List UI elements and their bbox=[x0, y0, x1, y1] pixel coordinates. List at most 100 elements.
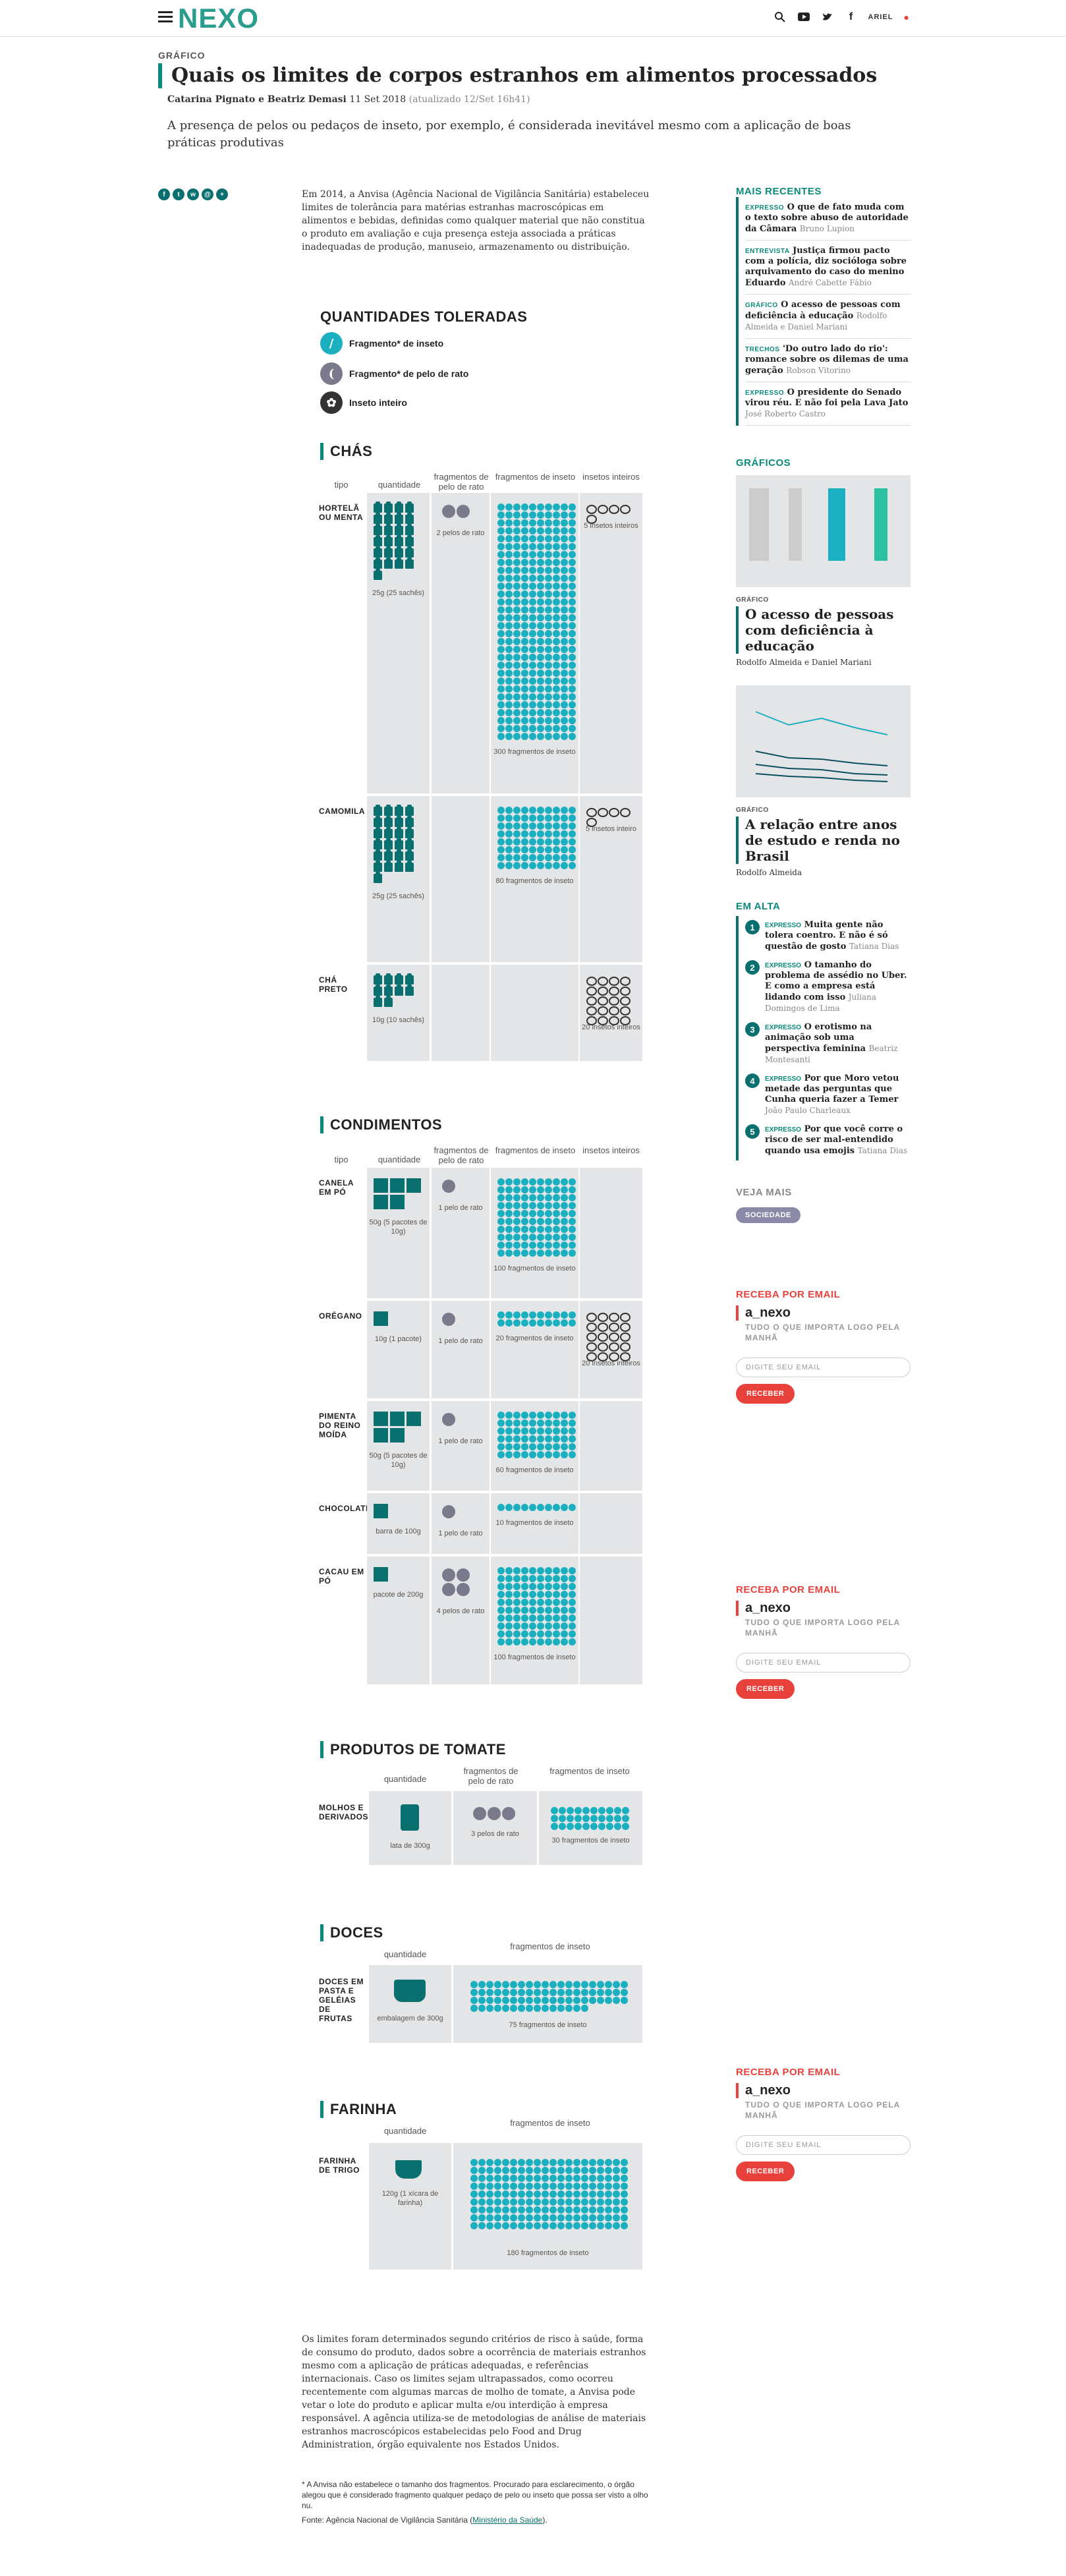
insect-fragment-icon bbox=[545, 733, 552, 740]
share-facebook-icon[interactable]: f bbox=[158, 188, 170, 200]
insect-fragment-icon bbox=[545, 1319, 552, 1327]
insect-fragment-icon bbox=[529, 1443, 536, 1450]
facebook-icon[interactable]: f bbox=[849, 11, 853, 22]
rank-text[interactable]: EXPRESSO O erotismo na animação sob uma … bbox=[765, 1022, 911, 1066]
alta-item[interactable]: 5 EXPRESSO Por que você corre o risco de … bbox=[745, 1120, 911, 1160]
insect-fragment-icon bbox=[505, 846, 513, 853]
insect-fragment-icon bbox=[561, 1186, 568, 1193]
graphic-title[interactable]: O acesso de pessoas com deficiência à ed… bbox=[736, 606, 911, 654]
item-text[interactable]: O acesso de pessoas com deficiência à ed… bbox=[745, 300, 901, 321]
recent-item[interactable]: EXPRESSO O presidente do Senado virou ré… bbox=[745, 382, 911, 426]
youtube-icon[interactable] bbox=[797, 11, 810, 24]
alta-item[interactable]: 2 EXPRESSO O tamanho do problema de asséd… bbox=[745, 956, 911, 1018]
alta-item[interactable]: 3 EXPRESSO O erotismo na animação sob uma… bbox=[745, 1018, 911, 1070]
col-fragmentos: fragmentos de inseto bbox=[510, 1941, 590, 1951]
insect-fragment-icon bbox=[510, 2175, 517, 2182]
recent-item[interactable]: EXPRESSO O que de fato muda com o texto … bbox=[745, 197, 911, 241]
insect-fragment-icon bbox=[561, 1226, 568, 1233]
share-twitter-icon[interactable]: t bbox=[173, 188, 184, 200]
insect-fragment-icon bbox=[545, 838, 552, 845]
source-link[interactable]: Ministério da Saúde bbox=[472, 2515, 543, 2525]
insect-fragment-icon bbox=[505, 1615, 513, 1622]
legend-title: QUANTIDADES TOLERADAS bbox=[320, 308, 528, 325]
graphic-thumbnail[interactable] bbox=[736, 685, 911, 797]
insect-fragment-icon bbox=[521, 1443, 528, 1450]
search-icon[interactable] bbox=[773, 11, 787, 24]
insect-fragment-icon bbox=[505, 862, 513, 869]
email-input[interactable]: DIGITE SEU EMAIL bbox=[736, 1358, 911, 1377]
item-text[interactable]: Muita gente não tolera coentro. E não é … bbox=[765, 920, 888, 952]
insect-fragment-icon bbox=[581, 1989, 588, 1996]
insect-fragment-icon bbox=[470, 2005, 478, 2012]
nexo-logo[interactable]: NEXO bbox=[178, 3, 260, 34]
insect-fragment-icon bbox=[505, 1194, 513, 1201]
subscribe-button[interactable]: RECEBER bbox=[736, 1679, 795, 1699]
insect-fragment-icon bbox=[545, 590, 552, 598]
cell-fragmentos: 60 fragmentos de inseto bbox=[491, 1401, 578, 1491]
insect-fragment-icon bbox=[561, 551, 568, 558]
share-more-icon[interactable]: + bbox=[216, 188, 228, 200]
share-whatsapp-icon[interactable]: w bbox=[187, 188, 199, 200]
item-text[interactable]: O que de fato muda com o texto sobre abu… bbox=[745, 202, 909, 234]
graphic-author: Rodolfo Almeida bbox=[736, 868, 802, 877]
whole-insect-icon bbox=[586, 1313, 597, 1322]
recent-item[interactable]: ENTREVISTA Justiça firmou pacto com a po… bbox=[745, 241, 911, 295]
insect-fragment-icon bbox=[606, 1823, 613, 1830]
item-text[interactable]: Por que você corre o risco de ser mal-en… bbox=[765, 1124, 903, 1156]
recent-item[interactable]: TRECHOS 'Do outro lado do rio': romance … bbox=[745, 339, 911, 382]
alta-item[interactable]: 1 EXPRESSO Muita gente não tolera coentro… bbox=[745, 916, 911, 956]
insect-fragment-icon bbox=[513, 1412, 520, 1419]
insect-fragment-icon bbox=[553, 1319, 560, 1327]
rank-text[interactable]: EXPRESSO Por que você corre o risco de s… bbox=[765, 1124, 911, 1157]
insect-fragment-icon bbox=[553, 1607, 560, 1614]
insect-fragment-icon bbox=[590, 1807, 598, 1814]
insect-fragment-icon bbox=[513, 822, 520, 830]
recent-item[interactable]: GRÁFICO O acesso de pessoas com deficiên… bbox=[745, 295, 911, 339]
user-name[interactable]: ARIEL bbox=[868, 13, 893, 21]
user-icon[interactable]: ● bbox=[903, 12, 909, 22]
insect-fragment-icon bbox=[557, 1989, 565, 1996]
insect-fragment-icon bbox=[553, 1178, 560, 1186]
insect-fragment-icon bbox=[537, 862, 544, 869]
item-text[interactable]: Por que Moro vetou metade das perguntas … bbox=[765, 1073, 899, 1104]
insect-fragment-icon bbox=[565, 2190, 573, 2198]
rank-text[interactable]: EXPRESSO O tamanho do problema de assédi… bbox=[765, 960, 911, 1014]
graphic-thumbnail[interactable] bbox=[736, 475, 911, 587]
insect-fragment-icon bbox=[565, 2159, 573, 2166]
menu-icon[interactable] bbox=[158, 11, 173, 23]
insect-fragment-icon bbox=[470, 2214, 478, 2221]
cell-pelo: 2 pelos de rato bbox=[432, 493, 490, 793]
insect-fragment-icon bbox=[569, 1210, 576, 1217]
insect-fragment-icon bbox=[537, 590, 544, 598]
item-text[interactable]: O erotismo na animação sob uma perspecti… bbox=[765, 1022, 872, 1054]
graphic-title[interactable]: A relação entre anos de estudo e renda n… bbox=[736, 816, 911, 864]
insect-fragment-icon bbox=[565, 1981, 573, 1988]
insect-fragment-icon bbox=[478, 2183, 486, 2190]
email-input[interactable]: DIGITE SEU EMAIL bbox=[736, 1653, 911, 1673]
insect-fragment-icon bbox=[565, 2183, 573, 2190]
share-email-icon[interactable]: @ bbox=[202, 188, 213, 200]
insect-fragment-icon bbox=[470, 2167, 478, 2174]
item-text[interactable]: O presidente do Senado virou réu. E não … bbox=[745, 387, 909, 408]
subscribe-button[interactable]: RECEBER bbox=[736, 2161, 795, 2181]
insect-fragment-icon bbox=[561, 1419, 568, 1427]
insect-fragment-icon bbox=[569, 1583, 576, 1590]
package-icon bbox=[384, 861, 393, 872]
insect-fragment-icon bbox=[521, 1591, 528, 1598]
item-text[interactable]: 'Do outro lado do rio': romance sobre os… bbox=[745, 344, 909, 376]
item-text[interactable]: O tamanho do problema de assédio no Uber… bbox=[765, 960, 907, 1002]
subscribe-button[interactable]: RECEBER bbox=[736, 1384, 795, 1404]
rank-text[interactable]: EXPRESSO Muita gente não tolera coentro.… bbox=[765, 920, 911, 952]
rat-hair-icon bbox=[442, 1413, 455, 1426]
item-text[interactable]: Justiça firmou pacto com a polícia, diz … bbox=[745, 246, 907, 288]
authors[interactable]: Catarina Pignato e Beatriz Demasi bbox=[167, 94, 347, 105]
alta-item[interactable]: 4 EXPRESSO Por que Moro vetou metade das … bbox=[745, 1070, 911, 1120]
tag-sociedade[interactable]: SOCIEDADE bbox=[736, 1207, 800, 1223]
twitter-icon[interactable] bbox=[821, 11, 834, 24]
insect-fragment-icon bbox=[561, 662, 568, 669]
item-author: Bruno Lupion bbox=[799, 224, 855, 233]
cell-pelo: 3 pelos de rato bbox=[453, 1791, 537, 1865]
insect-fragment-icon bbox=[529, 830, 536, 838]
rank-text[interactable]: EXPRESSO Por que Moro vetou metade das p… bbox=[765, 1073, 911, 1116]
email-input[interactable]: DIGITE SEU EMAIL bbox=[736, 2135, 911, 2155]
